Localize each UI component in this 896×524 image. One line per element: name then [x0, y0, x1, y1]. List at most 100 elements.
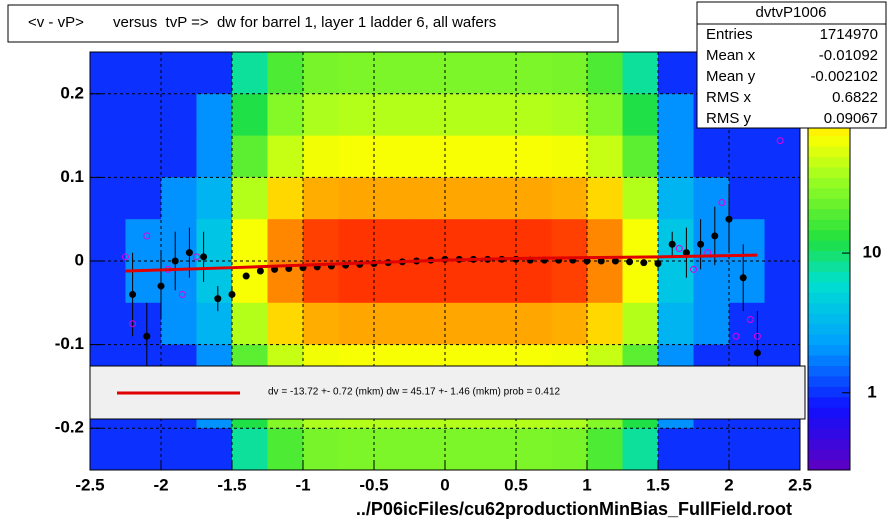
profile-point: [200, 253, 208, 261]
heatmap-cell: [445, 261, 481, 304]
heatmap-cell: [90, 302, 126, 346]
heatmap-cell: [516, 302, 552, 346]
profile-point: [143, 332, 151, 340]
heatmap-cell: [161, 302, 197, 346]
heatmap-cell: [622, 52, 659, 95]
marker-point: [143, 232, 151, 240]
marker-point: [193, 253, 200, 261]
heatmap-cell: [622, 428, 659, 471]
heatmap-cell: [338, 428, 375, 471]
stats-label: Mean x: [706, 47, 756, 64]
marker-point: [718, 198, 726, 206]
heatmap-cell: [232, 52, 268, 95]
stats-value: 1714970: [820, 26, 878, 43]
heatmap-cell: [658, 52, 694, 95]
title-box: [7, 4, 619, 43]
plot-area: [90, 52, 801, 471]
heatmap-cell: [551, 219, 588, 262]
heatmap-cell: [516, 177, 552, 220]
heatmap-cell: [516, 93, 552, 137]
stats-box: dvtvP1006 Entries 1714970 Mean x -0.01092 Me…: [696, 1, 887, 129]
color-step: [808, 156, 850, 168]
heatmap-cell: [161, 428, 197, 471]
heatmap-cell: [764, 261, 801, 304]
heatmap-cell: [267, 428, 304, 471]
heatmap-cell: [409, 302, 446, 346]
x-tick-label: -1.5: [217, 475, 246, 494]
heatmap-cell: [445, 177, 481, 220]
heatmap-cell: [445, 52, 481, 95]
heatmap-cell: [303, 219, 339, 262]
x-axis-label: ../P06icFiles/cu62productionMinBias_Full…: [356, 499, 792, 519]
heatmap-cell: [658, 428, 694, 471]
heatmap-cell: [587, 219, 623, 262]
heatmap-cell: [409, 177, 446, 220]
heatmap-cell: [551, 52, 588, 95]
profile-point: [711, 232, 719, 240]
heatmap-cell: [729, 428, 765, 471]
heatmap-cell: [232, 93, 268, 137]
heatmap-cell: [551, 261, 588, 304]
profile-point: [597, 257, 605, 265]
profile-point: [185, 249, 193, 257]
heatmap-cell: [622, 219, 659, 262]
marker-point: [690, 265, 697, 273]
heatmap-cell: [338, 177, 375, 220]
heatmap-cell: [587, 428, 623, 471]
heatmap-cell: [729, 261, 765, 304]
color-step: [808, 198, 850, 210]
stats-value: 0.09067: [824, 110, 878, 127]
heatmap-cell: [338, 219, 375, 262]
color-step: [808, 313, 850, 325]
heatmap-cell: [480, 93, 517, 137]
heatmap-cell: [338, 52, 375, 95]
y-tick-label: -0.2: [55, 418, 84, 437]
heatmap-cell: [693, 428, 730, 471]
color-step: [808, 375, 850, 387]
color-step: [808, 166, 850, 178]
heatmap-cell: [409, 93, 446, 137]
heatmap-cell: [409, 261, 446, 304]
heatmap-cell: [480, 177, 517, 220]
heatmap-cell: [267, 219, 304, 262]
heatmap-cell: [232, 135, 268, 178]
heatmap-cell: [374, 302, 410, 346]
stats-label: RMS x: [706, 89, 752, 106]
heatmap-cell: [409, 52, 446, 95]
heatmap-cell: [338, 93, 375, 137]
heatmap-cell: [622, 93, 659, 137]
heatmap-cell: [587, 261, 623, 304]
heatmap-cell: [232, 219, 268, 262]
heatmap-cell: [125, 302, 162, 346]
heatmap-cell: [303, 428, 339, 471]
heatmap-cell: [161, 93, 197, 137]
profile-point: [654, 260, 662, 268]
heatmap-cell: [587, 52, 623, 95]
profile-point: [626, 258, 634, 266]
x-tick-label: 0: [440, 475, 449, 494]
heatmap-cell: [764, 177, 801, 220]
marker-point: [122, 253, 129, 261]
profile-point: [171, 257, 179, 265]
heatmap-cell: [303, 177, 339, 220]
profile-point: [157, 282, 165, 290]
heatmap-cell: [480, 261, 517, 304]
heatmap-cell: [445, 428, 481, 471]
heatmap-cell: [445, 219, 481, 262]
heatmap-cell: [764, 219, 801, 262]
heatmap-cell: [622, 302, 659, 346]
heatmap-cell: [125, 93, 162, 137]
color-step: [808, 261, 850, 272]
marker-point: [776, 137, 784, 145]
marker-point: [178, 290, 186, 298]
heatmap-cell: [338, 302, 375, 346]
color-step: [808, 428, 850, 440]
color-step: [808, 355, 850, 366]
x-tick-label: 1: [582, 475, 591, 494]
heatmap-cell: [90, 135, 126, 178]
fit-label: dv = -13.72 +- 0.72 (mkm) dw = 45.17 +- …: [268, 387, 561, 398]
heatmap-cell: [196, 52, 233, 95]
z-tick-label: 1: [867, 382, 876, 401]
x-tick-label: -0.5: [359, 475, 388, 494]
